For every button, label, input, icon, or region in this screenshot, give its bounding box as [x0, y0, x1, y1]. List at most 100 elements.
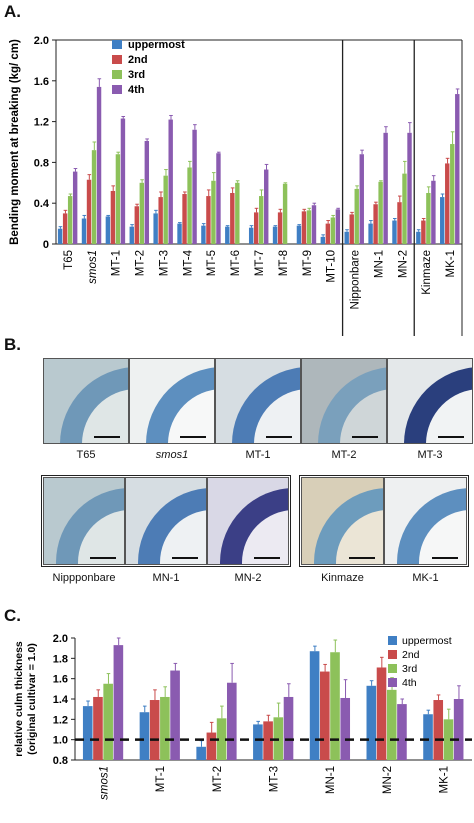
scale-bar: [254, 557, 280, 559]
scale-bar: [172, 557, 198, 559]
bar-uppermost: [309, 651, 320, 760]
bar-4th: [72, 171, 78, 244]
bar-4th: [431, 180, 436, 244]
bar-2nd: [320, 671, 330, 760]
category-label: MT-4: [182, 249, 194, 276]
bar-uppermost: [139, 712, 150, 760]
bar-2nd: [301, 211, 307, 244]
category-label: MT-8: [278, 250, 290, 276]
bar-2nd: [206, 196, 211, 244]
bar-2nd: [376, 667, 387, 760]
bar-4th: [192, 129, 197, 244]
bar-4th: [455, 94, 460, 244]
legend-label: 3rd: [128, 69, 145, 81]
bar-uppermost: [366, 685, 377, 760]
bar-3rd: [139, 182, 145, 244]
bar-2nd: [134, 206, 139, 244]
bar-4th: [170, 670, 180, 760]
micrograph-label: T65: [76, 449, 96, 461]
bending-moment-chart: 0 0.4 0.8 1.2 1.6 2.0 T65 smos1 MT-1 MT-2 MT-3 MT-4…: [9, 35, 463, 336]
bar-4th: [216, 153, 221, 244]
bar-4th: [453, 699, 464, 760]
micrograph-label: Nippponbare: [52, 572, 116, 584]
category-label: smos1: [87, 250, 99, 284]
bar-4th: [264, 169, 269, 244]
y-tick-label: 1.2: [34, 117, 49, 129]
bar-uppermost: [440, 197, 445, 244]
panel-b-label: B.: [4, 335, 21, 354]
micrograph-group-frame: [299, 475, 469, 567]
category-label: MN-2: [397, 250, 409, 278]
category-label: MT-9: [302, 250, 314, 276]
bar-uppermost: [225, 226, 230, 244]
category-label: T65: [63, 250, 75, 270]
category-label: MN-2: [382, 766, 394, 794]
culm-thickness-chart: 0.8 1.0 1.2 1.4 1.6 1.8 2.0 smos1 MT-1 MT-2 MT-3 MN…: [13, 633, 472, 800]
micrograph-label: MN-2: [234, 572, 262, 584]
category-label: MT-3: [158, 250, 170, 276]
legend-swatch: [388, 664, 397, 673]
bar-4th: [113, 645, 124, 760]
bar-3rd: [115, 154, 121, 244]
micrograph: [129, 358, 215, 444]
micrograph-group-frame: [41, 475, 291, 567]
bar-4th: [168, 119, 173, 244]
bar-3rd: [402, 173, 407, 244]
y-axis-label: relative culm thickness: [13, 641, 25, 757]
micrograph-label: MN-1: [152, 572, 180, 584]
micrograph-label: MT-3: [417, 449, 443, 461]
bar-3rd: [306, 210, 312, 244]
legend-label: 2nd: [402, 649, 420, 661]
category-label: MK-1: [439, 766, 451, 793]
bar-uppermost: [392, 220, 397, 244]
scale-bar: [266, 436, 292, 438]
legend-swatch: [388, 678, 397, 687]
panel-c-label: C.: [4, 606, 21, 625]
bar-2nd: [433, 700, 444, 760]
bar-2nd: [110, 190, 116, 244]
legend-swatch: [112, 55, 122, 64]
bar-uppermost: [81, 218, 87, 244]
bar-4th: [359, 154, 364, 244]
bar-4th: [226, 682, 237, 760]
bar-uppermost: [253, 724, 263, 760]
bar-3rd: [259, 196, 264, 244]
bar-4th: [397, 704, 407, 760]
category-label: Nipponbare: [350, 250, 362, 309]
bar-2nd: [93, 696, 103, 760]
bar-4th: [407, 132, 412, 244]
y-tick-label: 0.8: [34, 157, 49, 169]
legend-swatch: [112, 70, 122, 79]
bar-3rd: [282, 183, 288, 244]
y-tick-label: 0.4: [34, 198, 50, 210]
y-axis-label: Bending moment at breaking (kg/ cm): [9, 39, 21, 245]
y-tick-label: 1.8: [53, 653, 68, 665]
bar-3rd: [67, 196, 73, 244]
bar-3rd: [426, 193, 431, 244]
bar-uppermost: [129, 226, 134, 244]
category-label: MT-6: [230, 250, 242, 276]
category-label: MT-10: [326, 250, 338, 283]
micrograph-label: MT-1: [245, 449, 271, 461]
y-tick-label: 1.0: [53, 735, 68, 747]
bar-4th: [340, 697, 351, 760]
category-label: smos1: [98, 766, 110, 800]
bar-3rd: [330, 652, 340, 760]
category-label: MT-1: [155, 766, 167, 792]
y-axis-label: (original cultivar = 1.0): [26, 643, 38, 755]
bar-2nd: [206, 732, 217, 760]
bar-2nd: [230, 193, 235, 244]
y-tick-label: 1.4: [53, 694, 69, 706]
y-tick-label: 1.6: [34, 76, 49, 88]
category-label: MK-1: [445, 250, 457, 277]
bar-2nd: [253, 212, 259, 244]
bar-uppermost: [177, 223, 182, 244]
bar-2nd: [397, 202, 402, 244]
y-tick-label: 0.8: [53, 755, 68, 767]
category-label: MN-1: [373, 250, 385, 278]
micrograph: [43, 358, 129, 444]
bar-3rd: [216, 718, 227, 760]
bar-uppermost: [296, 225, 302, 244]
legend-swatch: [112, 40, 122, 49]
micrograph-label: MK-1: [412, 572, 439, 584]
